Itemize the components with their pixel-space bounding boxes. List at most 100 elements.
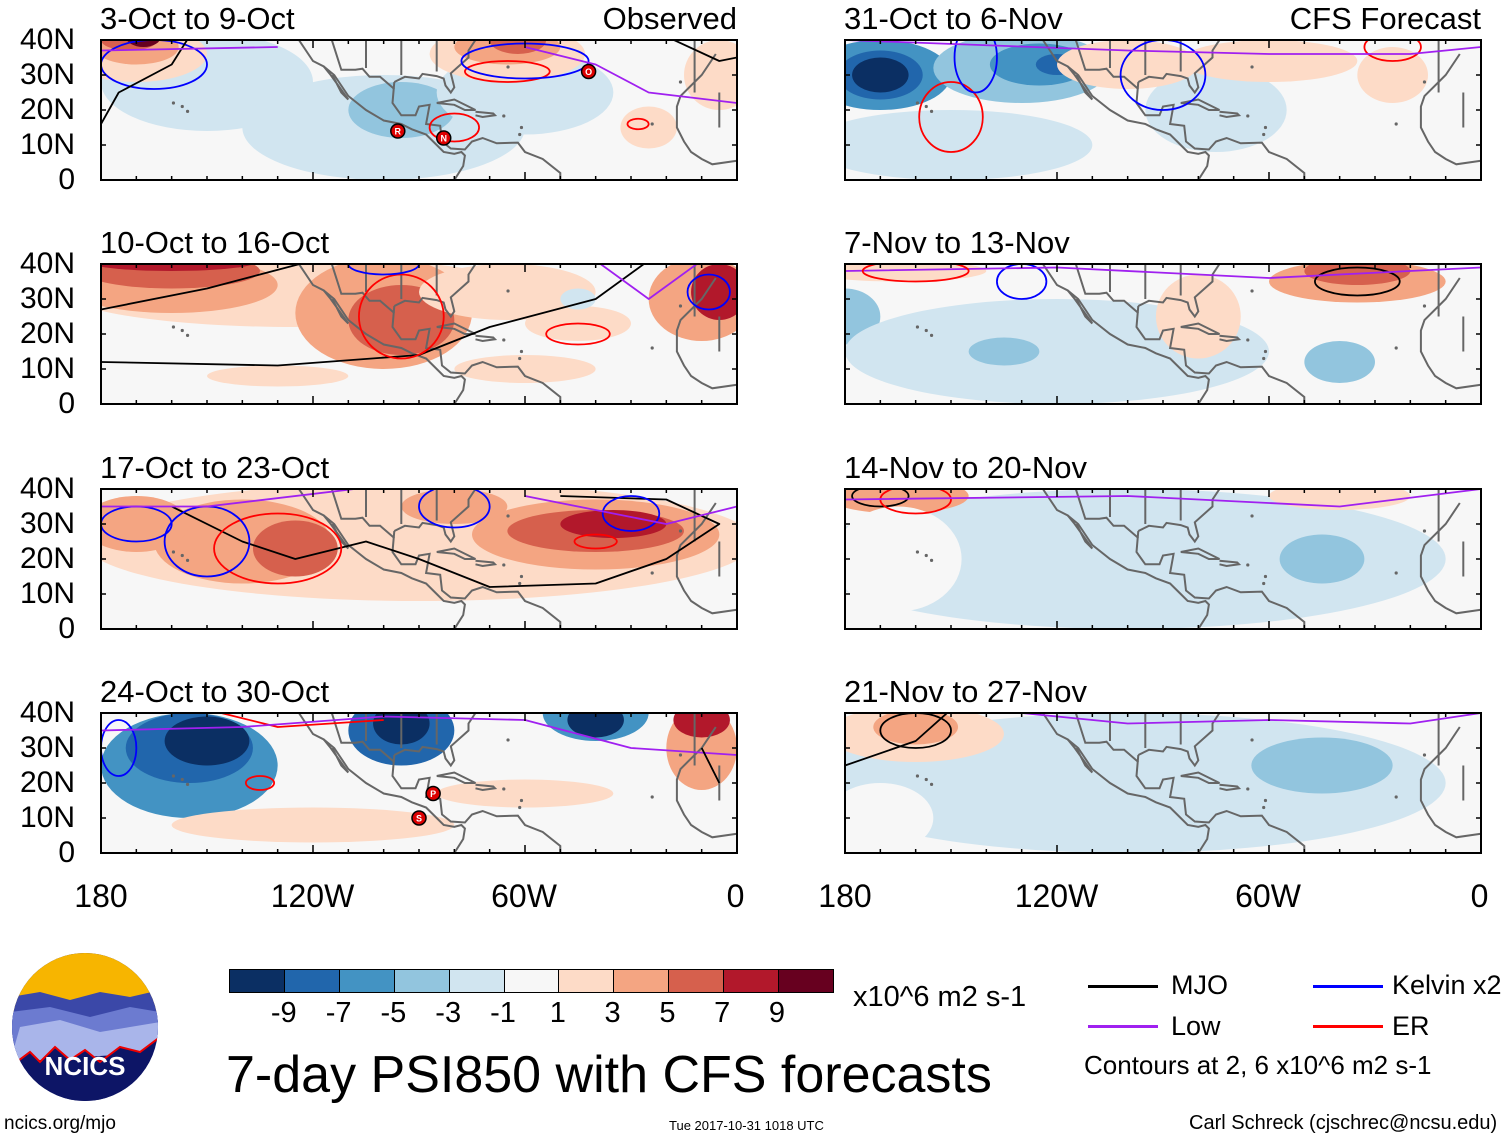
- y-tick-label: 10N: [19, 352, 75, 385]
- colorbar-tick-label: 9: [768, 997, 786, 1029]
- wave-contour: [244, 775, 276, 791]
- colorbar-tick-label: 5: [659, 997, 676, 1029]
- legend-low-label: Low: [1171, 1011, 1221, 1041]
- wave-contour: [686, 273, 731, 311]
- y-tick-label: 0: [58, 612, 75, 645]
- coastline: [675, 53, 737, 166]
- colorbar-swatch: [724, 970, 780, 992]
- island: [1250, 65, 1254, 69]
- coastline: [1180, 98, 1220, 111]
- wave-contour: [671, 40, 737, 62]
- island: [502, 114, 506, 118]
- island: [506, 738, 510, 742]
- wave-contour: [418, 489, 491, 529]
- psi-anomaly-region: [845, 110, 1093, 180]
- island: [519, 125, 524, 130]
- wave-contour: [851, 489, 910, 508]
- island: [518, 356, 522, 361]
- panel-title: 14-Nov to 20-Nov: [844, 450, 1087, 485]
- wave-contour: [845, 713, 949, 767]
- coastline: [1074, 489, 1139, 539]
- psi-anomaly-region: [1180, 40, 1358, 82]
- storm-letter: O: [585, 67, 592, 77]
- wave-contour: [101, 40, 189, 125]
- wave-contour: [598, 264, 699, 300]
- wave-contour: [524, 46, 737, 104]
- coastline: [1419, 502, 1481, 615]
- panel-title: 3-Oct to 9-Oct: [100, 1, 295, 36]
- island: [1250, 514, 1254, 518]
- wave-contour: [845, 40, 1481, 55]
- coastline: [1074, 713, 1139, 763]
- wave-contour: [101, 489, 362, 508]
- island: [1246, 338, 1250, 342]
- island: [650, 795, 654, 799]
- storm-letter: N: [440, 134, 447, 144]
- panel-title: 7-Nov to 13-Nov: [844, 225, 1070, 260]
- island: [1394, 795, 1398, 799]
- psi-anomaly-region: [845, 783, 934, 853]
- island: [678, 80, 683, 84]
- tropical-cyclone-icon: S: [411, 810, 427, 826]
- credit: Carl Schreck (cjschrec@ncsu.edu): [1189, 1112, 1498, 1134]
- psi-anomaly-region: [1279, 534, 1365, 584]
- island: [924, 328, 928, 333]
- coastline: [330, 489, 395, 539]
- psi850-map-panel: [844, 39, 1482, 181]
- psi-anomaly-region: [620, 106, 677, 149]
- colorbar-tick-label: 7: [714, 997, 731, 1029]
- psi850-map-panel: [844, 488, 1482, 630]
- colorbar-tick-label: -9: [270, 997, 297, 1029]
- coastline: [322, 65, 350, 101]
- wave-contour: [845, 489, 1481, 508]
- contours-note: Contours at 2, 6 x10^6 m2 s-1: [1084, 1050, 1432, 1080]
- island: [1246, 114, 1250, 118]
- storm-letter: S: [416, 814, 422, 824]
- psi-anomaly-region: [852, 57, 909, 93]
- wave-contour: [861, 264, 970, 283]
- wave-contour: [101, 40, 208, 90]
- psi-anomaly-region: [101, 264, 255, 271]
- psi-anomaly-region: [845, 506, 962, 612]
- island: [519, 349, 524, 354]
- island: [1263, 125, 1268, 130]
- website-link[interactable]: ncics.org/mjo: [4, 1113, 116, 1134]
- coastline: [391, 530, 562, 629]
- wave-contour: [1119, 40, 1207, 111]
- coastline: [297, 40, 466, 180]
- y-tick-label: 10N: [19, 801, 75, 834]
- psi-anomaly-region: [873, 713, 959, 745]
- psi850-map-panel: [100, 263, 738, 405]
- island: [1263, 349, 1268, 354]
- main-title: 7-day PSI850 with CFS forecasts: [226, 1046, 992, 1104]
- coastline: [297, 264, 466, 404]
- coastline: [1066, 65, 1094, 101]
- psi850-map-panel: [100, 488, 738, 630]
- colorbar-tick-label: 3: [604, 997, 621, 1029]
- tropical-cyclone-icon: R: [390, 123, 406, 139]
- coastline: [1066, 738, 1094, 774]
- coastline: [475, 334, 498, 343]
- y-tick-label: 30N: [19, 58, 75, 91]
- ncics-logo: NCICS: [10, 952, 160, 1102]
- coastline: [297, 713, 466, 853]
- island: [506, 65, 510, 69]
- psi-anomaly-region: [171, 807, 455, 843]
- coastline: [1041, 40, 1210, 180]
- island: [171, 774, 176, 778]
- coastline: [393, 264, 478, 319]
- colorbar-swatch: [394, 970, 450, 992]
- wave-contour: [996, 264, 1048, 300]
- coastline: [391, 305, 562, 404]
- x-tick-label: 180: [818, 878, 872, 914]
- island: [171, 550, 176, 554]
- legend-mjo-line: [1088, 985, 1158, 988]
- coastline: [1180, 771, 1220, 784]
- x-tick-label: 0: [1470, 878, 1489, 914]
- coastline: [1074, 40, 1139, 90]
- island: [1422, 304, 1427, 308]
- y-tick-label: 20N: [19, 542, 75, 575]
- colorbar-swatch: [559, 970, 615, 992]
- island: [1262, 805, 1266, 810]
- psi-anomaly-region: [968, 337, 1040, 366]
